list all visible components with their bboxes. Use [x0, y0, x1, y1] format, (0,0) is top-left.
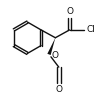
- Text: O: O: [55, 85, 62, 94]
- Text: O: O: [51, 51, 58, 60]
- Polygon shape: [47, 38, 55, 55]
- Text: Cl: Cl: [86, 25, 95, 34]
- Text: O: O: [66, 7, 73, 16]
